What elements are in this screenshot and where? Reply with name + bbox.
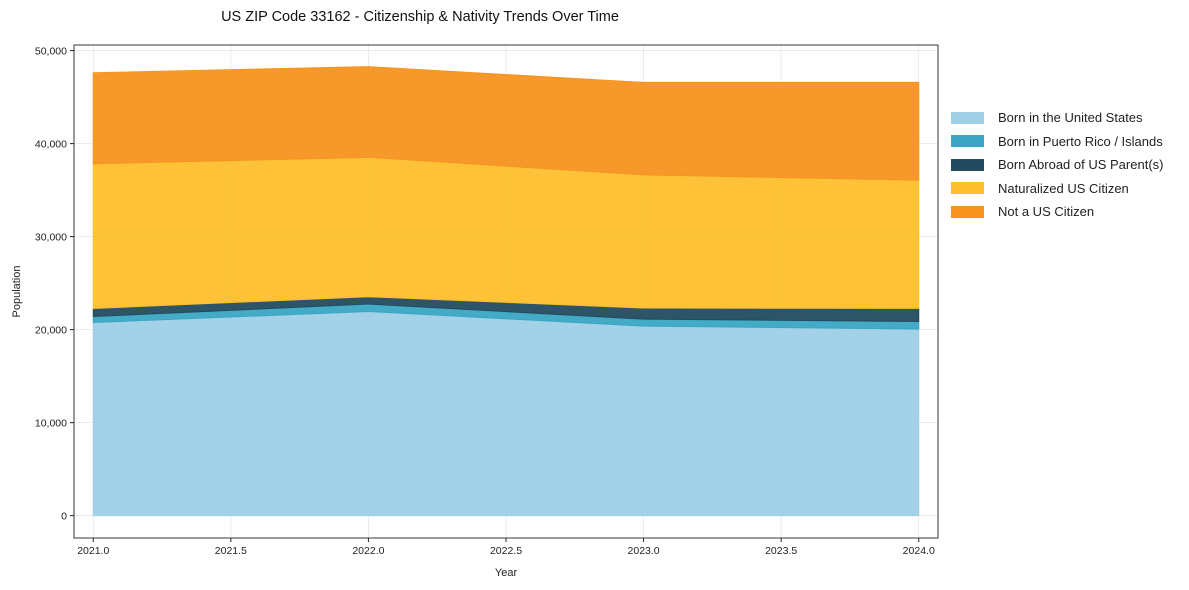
legend-label: Born in the United States bbox=[998, 110, 1143, 126]
legend-swatch bbox=[951, 158, 984, 171]
legend-item: Born in Puerto Rico / Islands bbox=[951, 130, 1163, 154]
legend-swatch bbox=[951, 182, 984, 195]
x-tick-label: 2023.5 bbox=[765, 545, 797, 557]
legend-label: Not a US Citizen bbox=[998, 204, 1095, 220]
legend-item: Not a US Citizen bbox=[951, 200, 1163, 224]
x-axis-label: Year bbox=[495, 567, 518, 579]
legend-item: Naturalized US Citizen bbox=[951, 177, 1163, 201]
legend: Born in the United States Born in Puerto … bbox=[951, 106, 1163, 224]
legend-swatch bbox=[951, 111, 984, 124]
x-tick-label: 2024.0 bbox=[903, 545, 935, 557]
y-tick-label: 10,000 bbox=[35, 418, 67, 430]
y-tick-label: 50,000 bbox=[35, 46, 67, 58]
x-tick-label: 2021.0 bbox=[77, 545, 109, 557]
legend-label: Born Abroad of US Parent(s) bbox=[998, 157, 1164, 173]
x-tick-label: 2023.0 bbox=[628, 545, 660, 557]
legend-label: Born in Puerto Rico / Islands bbox=[998, 133, 1163, 149]
area-not-a-us-citizen bbox=[92, 66, 920, 181]
area-naturalized-us-citizen bbox=[92, 156, 920, 309]
area-born-in-the-united-states bbox=[92, 310, 920, 517]
legend-item: Born in the United States bbox=[951, 106, 1163, 130]
chart-title: US ZIP Code 33162 - Citizenship & Nativi… bbox=[221, 9, 619, 25]
y-tick-label: 20,000 bbox=[35, 325, 67, 337]
x-tick-label: 2022.0 bbox=[352, 545, 384, 557]
legend-swatch bbox=[951, 135, 984, 148]
y-tick-label: 0 bbox=[61, 511, 67, 523]
legend-label: Naturalized US Citizen bbox=[998, 180, 1129, 196]
legend-item: Born Abroad of US Parent(s) bbox=[951, 153, 1163, 177]
x-tick-label: 2021.5 bbox=[215, 545, 247, 557]
y-tick-label: 40,000 bbox=[35, 139, 67, 151]
legend-swatch bbox=[951, 205, 984, 218]
x-tick-label: 2022.5 bbox=[490, 545, 522, 557]
y-tick-label: 30,000 bbox=[35, 232, 67, 244]
y-axis-label: Population bbox=[11, 266, 23, 318]
